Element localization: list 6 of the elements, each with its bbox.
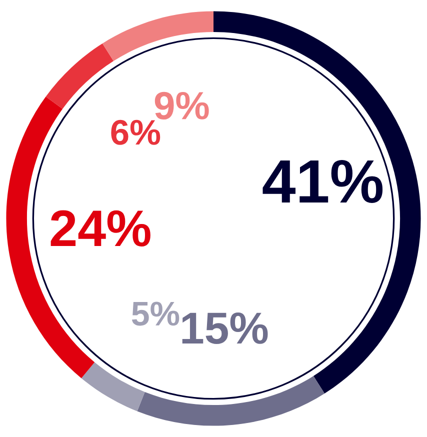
data-label: 41%: [262, 160, 383, 203]
data-label: 6%: [111, 120, 160, 145]
data-label: 15%: [182, 312, 268, 344]
data-label: 24%: [50, 210, 150, 246]
data-label: 9%: [154, 92, 209, 120]
data-label: 5%: [132, 302, 180, 326]
